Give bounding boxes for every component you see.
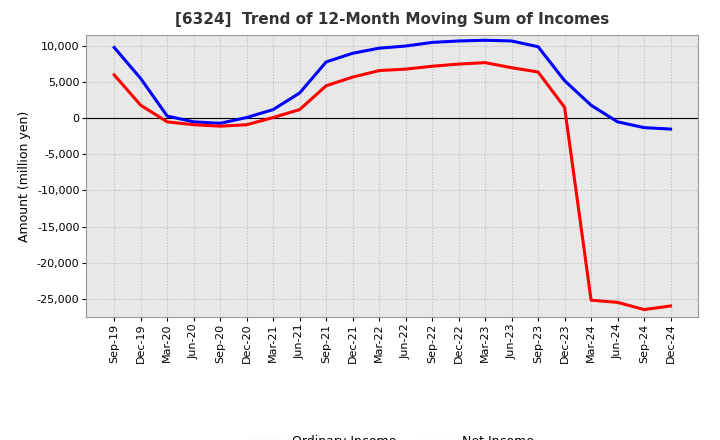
Net Income [189, 122, 198, 127]
Ordinary Income [163, 114, 171, 119]
Net Income [401, 66, 410, 72]
Line: Ordinary Income: Ordinary Income [114, 40, 670, 129]
Net Income [110, 72, 119, 77]
Net Income [508, 65, 516, 70]
Ordinary Income [534, 44, 542, 49]
Net Income [666, 303, 675, 308]
Legend: Ordinary Income, Net Income: Ordinary Income, Net Income [246, 430, 539, 440]
Net Income [640, 307, 649, 312]
Net Income [295, 107, 304, 112]
Net Income [560, 105, 569, 110]
Ordinary Income [454, 38, 463, 44]
Ordinary Income [401, 44, 410, 49]
Ordinary Income [269, 107, 277, 112]
Ordinary Income [481, 37, 490, 43]
Net Income [216, 124, 225, 129]
Net Income [587, 297, 595, 303]
Y-axis label: Amount (million yen): Amount (million yen) [18, 110, 31, 242]
Ordinary Income [640, 125, 649, 130]
Ordinary Income [613, 119, 622, 125]
Net Income [454, 62, 463, 67]
Ordinary Income [110, 45, 119, 50]
Net Income [348, 74, 357, 80]
Ordinary Income [189, 119, 198, 125]
Net Income [322, 83, 330, 88]
Ordinary Income [136, 76, 145, 81]
Net Income [163, 119, 171, 125]
Ordinary Income [560, 78, 569, 83]
Title: [6324]  Trend of 12-Month Moving Sum of Incomes: [6324] Trend of 12-Month Moving Sum of I… [175, 12, 610, 27]
Net Income [428, 64, 436, 69]
Ordinary Income [587, 103, 595, 108]
Net Income [269, 115, 277, 120]
Net Income [534, 70, 542, 75]
Ordinary Income [216, 121, 225, 126]
Ordinary Income [508, 38, 516, 44]
Net Income [375, 68, 384, 73]
Ordinary Income [243, 115, 251, 120]
Net Income [613, 300, 622, 305]
Ordinary Income [375, 46, 384, 51]
Ordinary Income [322, 59, 330, 65]
Ordinary Income [348, 51, 357, 56]
Ordinary Income [666, 126, 675, 132]
Ordinary Income [295, 90, 304, 95]
Ordinary Income [428, 40, 436, 45]
Net Income [481, 60, 490, 65]
Line: Net Income: Net Income [114, 62, 670, 310]
Net Income [136, 103, 145, 108]
Net Income [243, 122, 251, 127]
